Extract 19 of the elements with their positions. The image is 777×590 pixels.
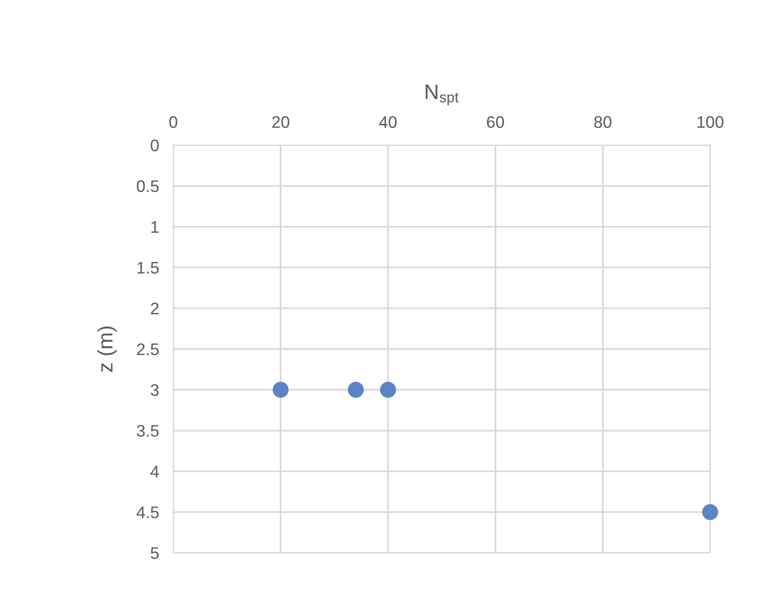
y-tick-label: 5 bbox=[150, 547, 159, 560]
y-tick-label: 1 bbox=[151, 221, 159, 233]
x-tick-label: 40 bbox=[379, 116, 397, 128]
y-tick-label: 0 bbox=[150, 140, 159, 152]
x-tick-label: 20 bbox=[272, 116, 290, 128]
x-tick-label: 60 bbox=[486, 116, 504, 128]
y-tick-label: 3.5 bbox=[136, 424, 159, 437]
x-tick-label: 0 bbox=[169, 116, 178, 128]
x-tick-label: 100 bbox=[698, 116, 724, 128]
y-tick-label: 2 bbox=[150, 302, 159, 314]
y-axis-title: z (m) bbox=[97, 326, 117, 372]
y-tick-label: 1.5 bbox=[137, 262, 159, 274]
x-axis-title: N$_{spt}$ bbox=[426, 84, 459, 106]
x-tick-label: 80 bbox=[594, 116, 612, 128]
y-tick-label: 3 bbox=[150, 384, 159, 396]
y-tick-label: 2.5 bbox=[137, 343, 159, 356]
y-tick-label: 4.5 bbox=[136, 506, 159, 518]
y-tick-label: 0.5 bbox=[136, 180, 159, 192]
y-tick-label: 4 bbox=[150, 466, 159, 478]
